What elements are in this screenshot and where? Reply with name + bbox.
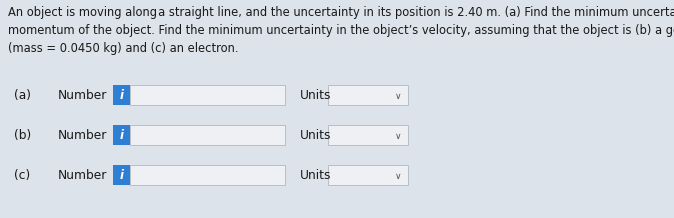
Text: Units: Units xyxy=(300,128,332,141)
Text: i: i xyxy=(119,89,123,102)
Text: Number: Number xyxy=(58,89,107,102)
FancyBboxPatch shape xyxy=(130,165,285,185)
FancyBboxPatch shape xyxy=(328,125,408,145)
Text: An object is moving along a straight line, and the uncertainty in its position i: An object is moving along a straight lin… xyxy=(8,6,674,55)
FancyBboxPatch shape xyxy=(130,125,285,145)
Text: ∨: ∨ xyxy=(395,172,401,181)
FancyBboxPatch shape xyxy=(130,85,285,105)
FancyBboxPatch shape xyxy=(113,85,130,105)
FancyBboxPatch shape xyxy=(113,125,130,145)
Text: ∨: ∨ xyxy=(395,92,401,100)
Text: (a): (a) xyxy=(14,89,31,102)
Text: i: i xyxy=(119,169,123,182)
FancyBboxPatch shape xyxy=(113,165,130,185)
Text: Number: Number xyxy=(58,128,107,141)
Text: Units: Units xyxy=(300,89,332,102)
Text: (c): (c) xyxy=(14,169,30,182)
Text: Number: Number xyxy=(58,169,107,182)
FancyBboxPatch shape xyxy=(328,165,408,185)
Text: (b): (b) xyxy=(14,128,31,141)
FancyBboxPatch shape xyxy=(328,85,408,105)
Text: i: i xyxy=(119,128,123,141)
Text: ∨: ∨ xyxy=(395,131,401,140)
Text: Units: Units xyxy=(300,169,332,182)
